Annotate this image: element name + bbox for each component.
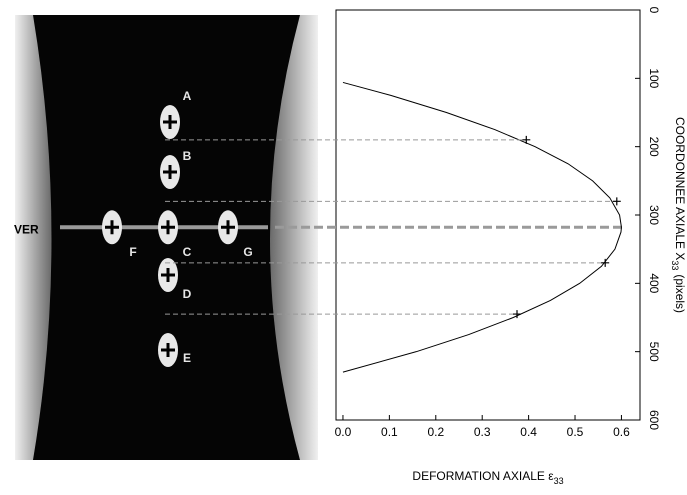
- annotation: VER: [14, 222, 39, 236]
- y-tick-label: 200: [647, 137, 661, 157]
- x-tick-label: 0.6: [613, 425, 630, 439]
- marker-cross: [161, 343, 175, 357]
- y-tick-label: 100: [647, 68, 661, 88]
- annotation: E: [183, 351, 191, 365]
- y-tick-label: 600: [647, 410, 661, 430]
- annotation: A: [183, 89, 192, 103]
- marker-cross: [163, 165, 177, 179]
- plot-frame: [335, 9, 641, 421]
- x-tick-label: 0.1: [381, 425, 398, 439]
- marker-cross: [221, 220, 235, 235]
- marker-cross: [161, 220, 175, 235]
- y-tick-label: 400: [647, 273, 661, 293]
- y-axis-label-subscript: 33: [670, 260, 680, 270]
- point: [513, 310, 522, 319]
- y-tick-label: 300: [647, 205, 661, 225]
- specimen-edge: [270, 15, 318, 460]
- annotation: D: [183, 287, 192, 301]
- x-axis-label-text: DEFORMATION AXIALE ε: [412, 469, 554, 483]
- y-axis-label: COORDONNEE AXIALE X33 (pixels): [670, 117, 687, 313]
- x-tick-label: 0.3: [474, 425, 491, 439]
- y-axis-label-text: COORDONNEE AXIALE X: [673, 117, 687, 260]
- marker-cross: [161, 268, 175, 282]
- point: [601, 258, 610, 267]
- annotation: B: [183, 149, 192, 163]
- x-tick-label: 0.2: [427, 425, 444, 439]
- x-tick-label: 0.5: [567, 425, 584, 439]
- x-tick-label: 0.0: [335, 425, 352, 439]
- y-tick-label: 500: [647, 342, 661, 362]
- annotation: G: [243, 245, 252, 259]
- marker-cross: [105, 220, 119, 235]
- point: [522, 135, 531, 144]
- specimen-edge: [15, 15, 52, 460]
- x-axis-label: DEFORMATION AXIALE ε33: [412, 469, 563, 486]
- annotation: C: [183, 245, 192, 259]
- x-tick-label: 0.4: [520, 425, 537, 439]
- annotation: F: [129, 245, 136, 259]
- curve: [342, 81, 622, 373]
- point: [612, 197, 621, 206]
- y-tick-label: 0: [647, 7, 661, 14]
- y-axis-label-unit: (pixels): [673, 274, 687, 313]
- marker-cross: [163, 115, 177, 129]
- photo: [15, 15, 318, 460]
- x-axis-label-subscript: 33: [554, 476, 564, 486]
